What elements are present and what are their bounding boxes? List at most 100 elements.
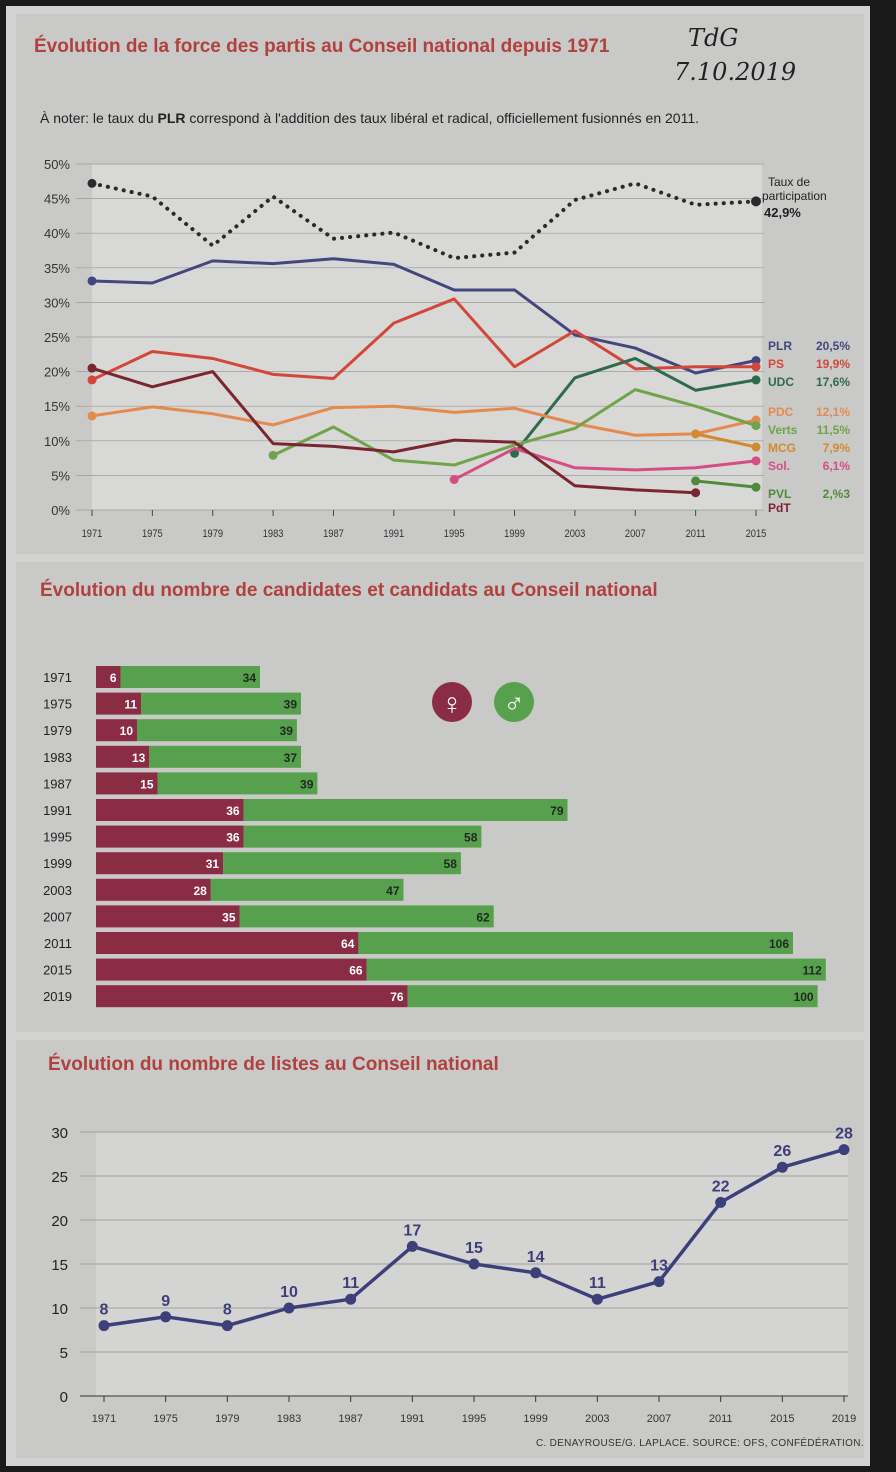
note-bold-plr: PLR [157,110,186,126]
lists-point [838,1144,850,1156]
female-bar [96,825,244,848]
credit-line: C. DENAYROUSE/G. LAPLACE. SOURCE: OFS, C… [536,1438,864,1449]
series-start-point-Sol. [449,475,459,485]
lists-value-label: 17 [403,1222,421,1239]
male-bar [243,799,568,821]
year-label: 1999 [43,856,72,871]
male-value-label: 34 [243,671,257,685]
lists-value-label: 26 [773,1143,791,1160]
female-value-label: 31 [206,857,220,871]
x-tick-label: 2015 [746,528,767,540]
series-line-MCG [695,432,757,449]
female-bar [96,878,211,901]
female-bar [96,905,240,928]
lists-point [776,1161,788,1173]
female-value-label: 35 [222,910,236,924]
y-tick-label: 50% [44,157,70,172]
lists-point [468,1258,480,1270]
legend-name-PLR: PLR [768,339,792,353]
party-strength-title: Évolution de la force des partis au Cons… [34,36,610,57]
x-tick-label: 1991 [400,1413,424,1425]
lists-point [715,1196,727,1208]
x-tick-label: 2015 [770,1413,794,1425]
female-value-label: 76 [390,990,404,1004]
series-end-point-PdT [691,488,701,498]
x-tick-label: 1971 [82,528,103,540]
year-label: 1987 [43,776,72,791]
series-start-point-MCG [691,429,701,439]
lists-value-label: 28 [835,1126,853,1143]
year-label: 2003 [43,883,72,898]
lists-chart: 0 5 10 15 20 25 30 1971 1975 1979 1983 1987 1991 1995… [51,1125,856,1425]
male-value-label: 106 [769,937,789,951]
legend-name-PDC: PDC [768,405,794,419]
y-tick-label: 20% [44,365,70,380]
lists-value-label: 14 [527,1249,545,1266]
x-tick-label: 1975 [142,528,163,540]
y-tick-label: 0% [51,503,70,518]
legend-value-MCG: 7,9% [823,441,851,455]
lists-value-label: 9 [161,1293,170,1310]
series-line-Verts [272,388,757,467]
x-tick-label: 1975 [153,1413,177,1425]
party-strength-chart: 0% 5% 10% 15% 20% 25% 30% 35% 40% 45% 50% 1971 1975 1… [44,157,851,540]
lists-point [160,1311,172,1323]
male-value-label: 37 [284,751,298,765]
female-bar [96,745,150,768]
lists-value-label: 11 [589,1275,606,1292]
female-value-label: 11 [124,698,137,712]
legend-value-Verts: 11,5% [817,423,851,437]
y-tick-label: 30 [51,1125,68,1142]
handwritten-date: 7.10.2019 [674,58,797,86]
y-tick-label: 15 [51,1257,68,1274]
lists-point [221,1320,233,1332]
x-tick-label: 1987 [338,1413,362,1425]
series-end-point-MCG [751,442,761,452]
turnout-label-1: Taux de [768,175,810,189]
female-bar [96,719,137,742]
female-bar [96,692,142,715]
male-bar [210,878,404,901]
male-value-label: 100 [794,990,814,1004]
lists-value-label: 11 [342,1275,359,1292]
male-bar [223,852,461,875]
turnout-start-point [87,178,97,188]
female-legend-circle [432,682,472,722]
series-end-point-Verts [751,421,761,431]
y-tick-label: 10% [44,434,70,449]
female-value-label: 13 [132,751,146,765]
lists-title: Évolution du nombre de listes au Conseil… [48,1054,499,1075]
female-value-label: 64 [341,937,355,951]
legend-name-MCG: MCG [768,441,796,455]
x-tick-label: 2011 [709,1413,733,1425]
y-tick-label: 5 [60,1345,68,1362]
newspaper-clipping: Évolution de la force des partis au Cons… [6,6,870,1466]
x-tick-label: 2003 [585,1413,609,1425]
lists-point [530,1267,542,1279]
year-label: 2007 [43,909,72,924]
series-end-point-PVL [751,482,761,492]
lists-point [406,1240,418,1252]
y-tick-label: 40% [44,226,70,241]
candidates-panel: Évolution du nombre de candidates et can… [16,562,864,1032]
lists-point [591,1293,603,1305]
male-value-label: 39 [284,698,298,712]
y-tick-label: 45% [44,192,70,207]
year-label: 1983 [43,750,72,765]
lists-value-label: 8 [223,1302,232,1319]
legend-name-Verts: Verts [768,423,798,437]
series-end-point-Sol. [751,456,761,466]
y-tick-label: 0 [60,1389,68,1406]
female-bar [96,932,359,954]
female-value-label: 6 [110,671,117,685]
lists-value-label: 10 [280,1284,298,1301]
male-value-label: 39 [300,777,314,791]
year-label: 2019 [43,989,72,1004]
y-tick-label: 25 [51,1169,68,1186]
x-tick-label: 2019 [832,1413,856,1425]
lists-point [98,1320,110,1332]
lists-point [345,1293,357,1305]
x-tick-label: 2011 [686,528,706,540]
lists-value-label: 22 [712,1178,730,1195]
x-tick-label: 1983 [277,1413,301,1425]
